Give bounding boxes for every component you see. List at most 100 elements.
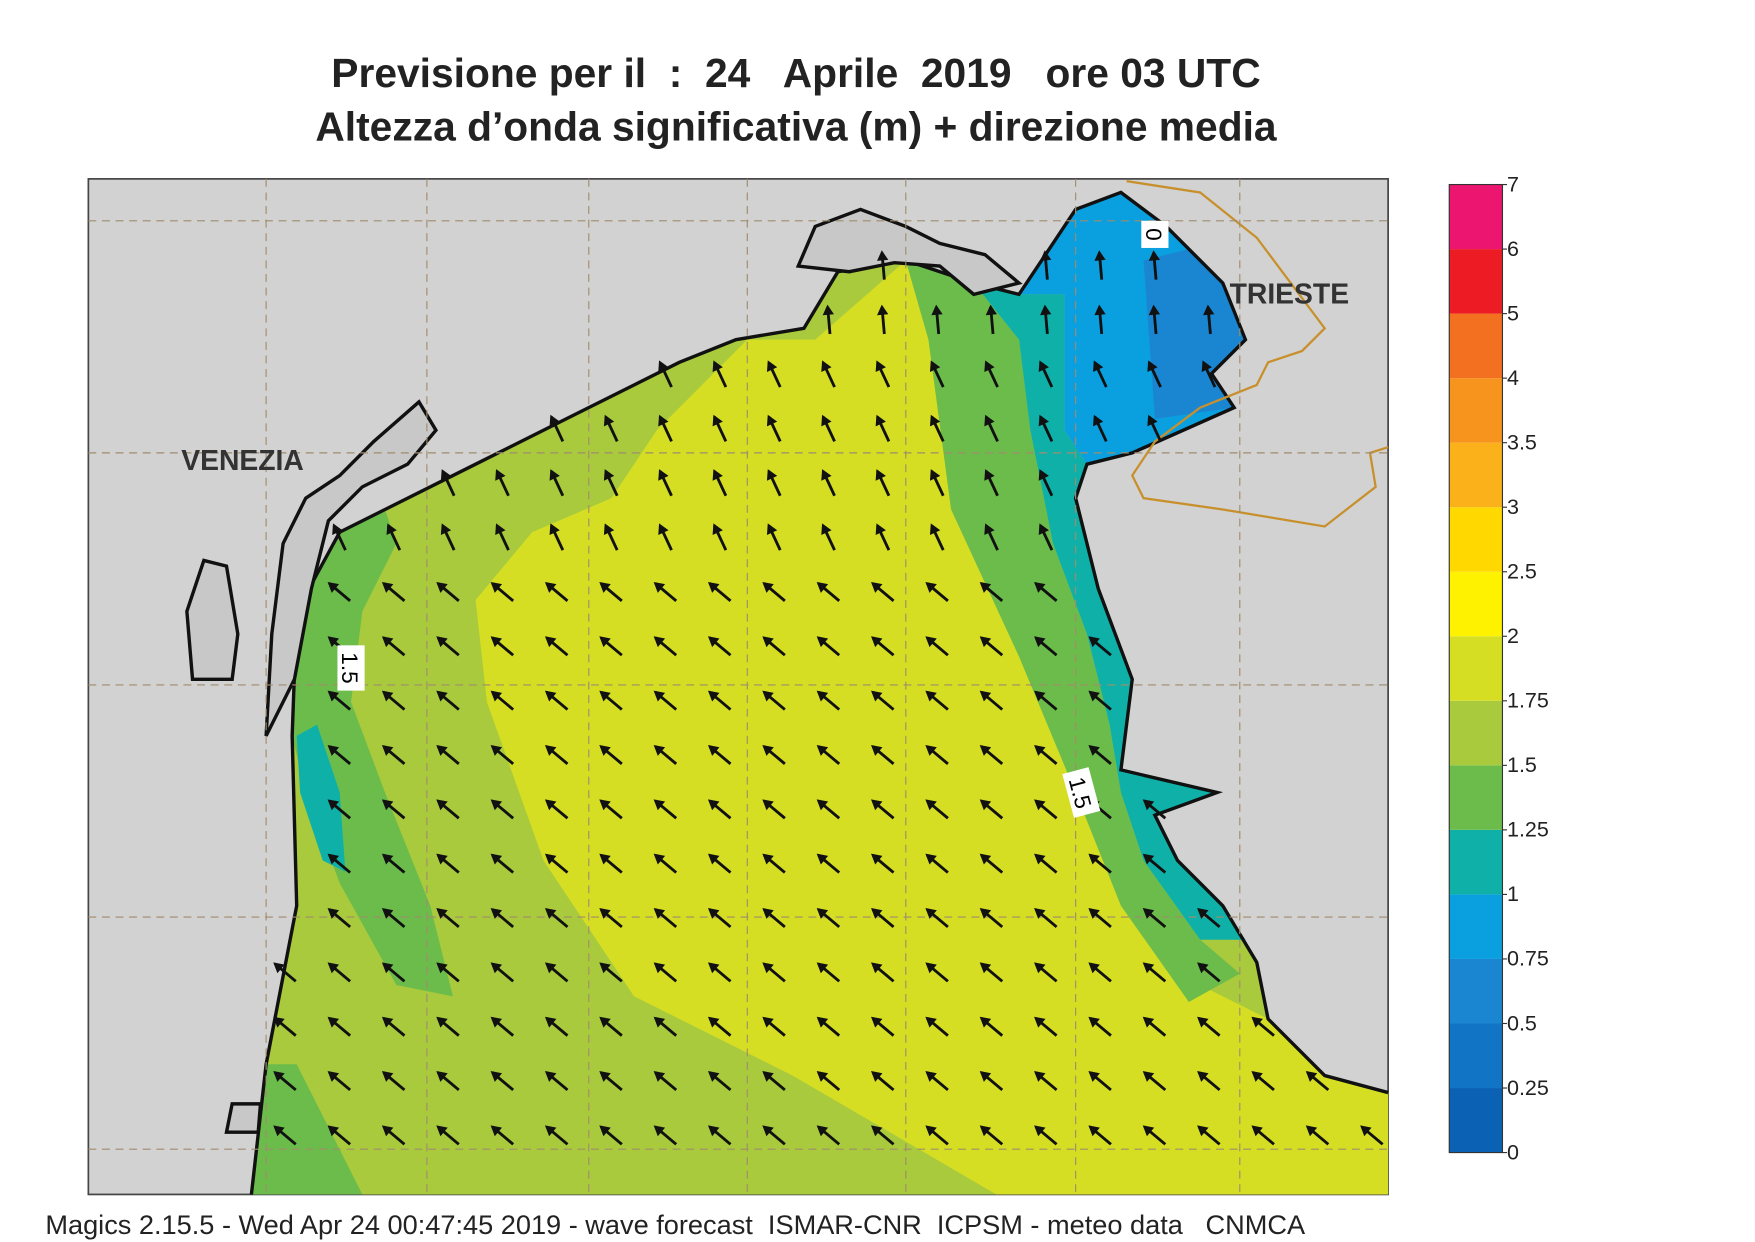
direction-arrow [816,853,841,874]
color-band [1449,507,1503,572]
direction-arrow [1094,304,1106,335]
direction-arrow [816,962,841,983]
arrow-head [1197,1125,1209,1137]
tick-label: 2.5 [1507,560,1537,584]
direction-arrow [1305,1125,1330,1146]
arrow-head [1088,690,1100,702]
direction-arrow [653,908,678,929]
label-box [1062,767,1101,818]
direction-arrow [495,523,510,551]
tick-label: 4 [1507,366,1519,390]
arrow-head [436,1125,448,1137]
arrow-head [490,581,503,593]
arrow-head [653,744,666,756]
direction-arrow [436,690,460,711]
direction-arrow [327,1071,352,1092]
arrow-head [816,853,829,865]
arrow-head [875,414,886,427]
direction-arrow [707,1016,732,1037]
direction-arrow [544,1016,569,1037]
arrow-head [599,636,611,648]
arrow-head [544,744,557,756]
direction-arrow [925,636,949,657]
direction-arrow [490,690,515,711]
direction-arrow [925,1016,949,1037]
arrow-head [273,962,285,974]
lagoon-island [185,558,240,682]
arrow-head [1088,744,1100,756]
direction-arrow [1142,1071,1167,1092]
arrow-head [599,962,611,974]
direction-arrow [875,360,891,388]
direction-arrow [871,908,895,929]
arrow-head [1034,744,1046,756]
arrow-head [381,581,394,593]
arrow-head [273,1016,285,1028]
direction-arrow [925,581,949,602]
wave-zone [905,260,1240,1002]
direction-arrow [653,962,678,983]
arrow-head [327,1016,340,1028]
direction-arrow [1088,908,1112,929]
direction-arrow [490,853,515,874]
tick-label: 1.5 [1507,753,1537,777]
arrow-head [707,744,720,756]
arrow-head [1094,304,1106,316]
direction-arrow [1034,581,1058,602]
arrow-head [603,414,615,427]
direction-arrow [653,1071,678,1092]
arrow-head [929,469,941,481]
direction-arrow [1088,1071,1112,1092]
direction-arrow [766,523,782,551]
direction-arrow [381,581,406,602]
direction-arrow [875,469,891,497]
direction-arrow [1034,853,1058,874]
arrow-head [653,1016,666,1028]
title-line: Altezza d’onda significativa (m) + direz… [315,103,1277,149]
arrow-head [544,1125,557,1137]
arrow-head [1197,1071,1209,1082]
tick-label: 3 [1507,495,1519,519]
arrow-head [599,690,611,702]
direction-arrow [816,799,841,820]
color-band [1449,249,1503,314]
arrow-head [984,469,995,481]
arrow-head [653,581,666,593]
arrow-head [1034,908,1046,919]
direction-arrow [544,636,569,657]
arrow-head [1088,636,1100,648]
direction-arrow [875,523,891,551]
arrow-head [653,636,666,648]
direction-arrow [599,581,623,602]
direction-arrow [1034,1125,1058,1146]
arrow-head [440,469,452,481]
direction-arrow [327,581,352,602]
direction-arrow [1142,908,1167,929]
tick-label: 0.75 [1507,947,1549,971]
grid [88,178,1389,1195]
direction-arrow [1203,304,1215,335]
direction-arrow [979,1071,1004,1092]
direction-arrow [490,908,515,929]
footer: Magics 2.15.5 - Wed Apr 24 00:47:45 2019… [45,1209,1306,1240]
direction-arrow [821,469,836,497]
arrow-head [653,799,666,811]
direction-arrow [984,523,999,551]
contour-label: 1.5 [337,645,365,691]
arrow-head [816,581,829,593]
direction-arrow [766,414,782,443]
direction-arrow [1251,1071,1275,1092]
direction-arrow [1088,744,1112,765]
arrow-head [762,744,774,756]
arrow-head [1093,414,1104,427]
arrow-head [925,799,937,811]
map: VENEZIA TRIESTE 1.5 1.5 0 [87,178,1389,1196]
direction-arrow [816,1016,841,1037]
arrow-head [544,1016,557,1028]
direction-arrow [495,469,510,497]
tick-label: 3.5 [1507,430,1537,454]
wave-zone [296,724,346,872]
direction-arrow [871,962,895,983]
direction-arrow [273,1071,297,1092]
arrow-head [871,799,883,811]
